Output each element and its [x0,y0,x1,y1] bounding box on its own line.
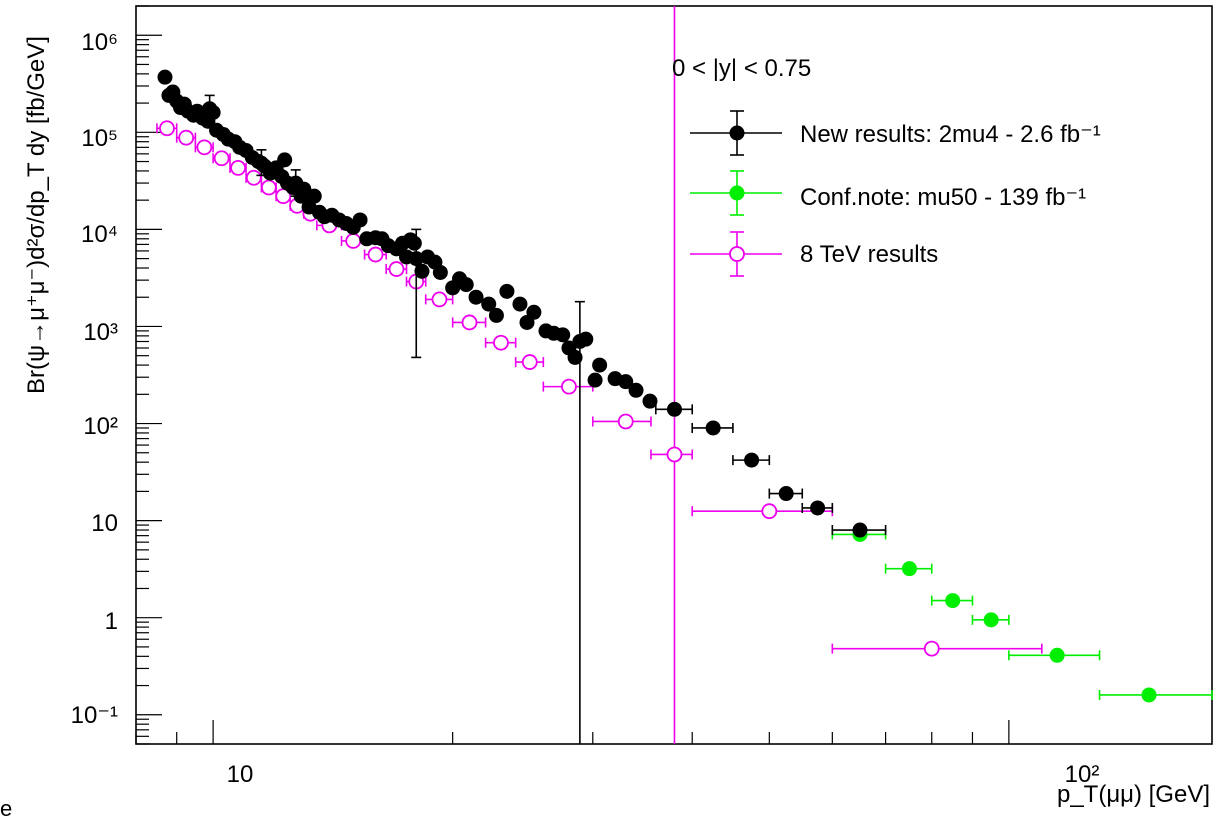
x-tick-label: 10 [227,761,254,788]
data-point [901,561,917,577]
legend-marker [729,246,745,262]
data-point [499,283,515,299]
data-point [705,420,721,436]
data-point [196,139,213,156]
data-point [408,251,424,267]
data-point [245,169,262,186]
data-point [526,304,542,320]
data-point [617,413,634,430]
x-axis-label: p_T(μμ) [GeV] [1057,781,1210,808]
data-point [468,289,484,305]
x-axis-ticks [135,720,1010,744]
data-point [628,382,644,398]
legend-label: Conf.note: mu50 - 139 fb⁻¹ [800,184,1086,211]
data-point [512,296,528,312]
y-tick-label: 10³ [83,319,118,346]
y-tick-label: 1 [105,608,118,635]
data-point [761,503,778,520]
data-point [810,500,826,516]
data-point [945,593,961,609]
data-point [744,452,760,468]
edge-text: e [0,796,13,821]
data-point [213,150,230,167]
data-point [414,263,430,279]
legend-marker [729,125,745,141]
y-tick-label: 10⁵ [81,125,118,152]
data-point [406,235,422,251]
data-point [388,261,405,277]
data-point [345,233,362,249]
data-point [230,159,247,176]
data-point [618,374,634,390]
y-tick-label: 10⁶ [81,29,118,56]
data-point [488,307,504,323]
y-tick-label: 10 [91,510,118,537]
y-axis-label: Br(ψ→μ⁺μ⁻)d²σ/dp_T dy [fb/GeV] [23,36,50,394]
data-point [461,314,478,331]
data-point [432,264,448,280]
data-point [306,188,322,204]
legend: New results: 2mu4 - 2.6 fb⁻¹ Conf.note: … [690,110,1101,277]
legend-marker [729,185,745,201]
data-point [458,277,474,293]
data-point [178,129,195,146]
data-point [923,640,940,657]
legend-label: 8 TeV results [800,241,938,268]
y-tick-label: 10² [83,413,118,440]
y-tick-label: 10⁻¹ [71,702,118,729]
y-tick-labels: 10⁻¹ 1 10 10² 10³ 10⁴ 10⁵ 10⁶ [71,29,118,729]
x-tick-label: 10² [1065,761,1100,788]
data-point [352,212,368,228]
data-point [521,354,538,370]
legend-label: New results: 2mu4 - 2.6 fb⁻¹ [800,121,1101,148]
y-axis-ticks [136,5,162,745]
data-point [367,246,384,263]
data-point [567,349,583,365]
data-point [277,152,293,168]
legend-markers [690,110,782,277]
data-point [260,179,277,196]
series-1 [831,526,1213,703]
data-point [592,357,608,373]
x-tick-labels: 10 10² [227,761,1100,788]
data-series [156,6,1213,744]
data-point [666,446,683,463]
data-point [852,522,868,538]
series-0 [157,69,887,744]
data-point [983,612,999,628]
data-point [431,291,448,308]
data-point [578,331,594,347]
y-tick-label: 10⁴ [81,221,118,248]
data-point [157,69,173,85]
data-point [555,327,571,343]
data-point [1049,647,1065,663]
data-point [159,120,175,137]
data-point [481,296,497,312]
data-point [778,486,794,502]
data-point [587,372,603,388]
data-point [205,104,221,120]
data-point [642,393,658,409]
data-point [1141,687,1157,703]
data-point [666,401,682,417]
data-point [493,334,509,351]
rapidity-annotation: 0 < |y| < 0.75 [672,55,811,82]
data-point [561,378,577,395]
